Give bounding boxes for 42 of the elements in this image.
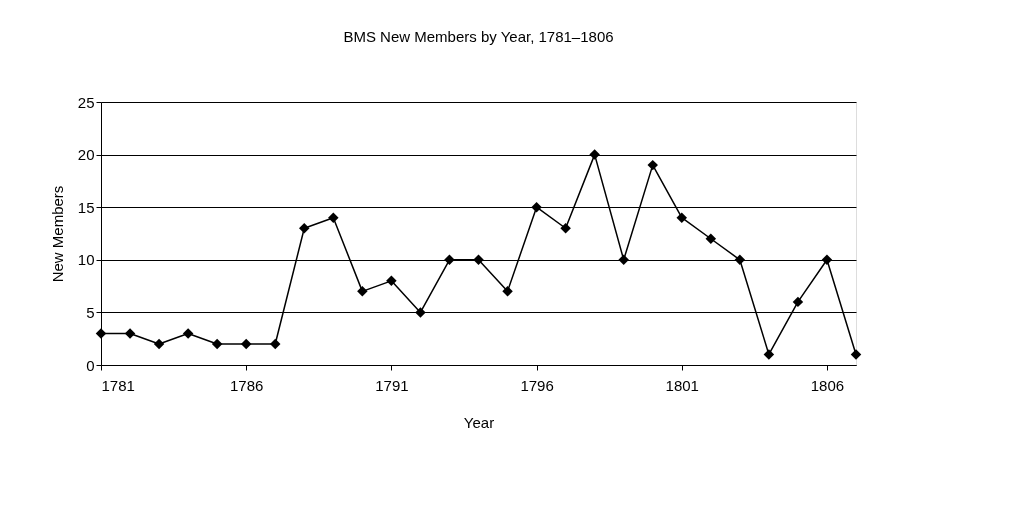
y-tick-label: 20 bbox=[77, 146, 95, 164]
point bbox=[589, 149, 600, 160]
point bbox=[299, 223, 310, 234]
x-tick-label: 1796 bbox=[520, 376, 554, 394]
chart-title: BMS New Members by Year, 1781–1806 bbox=[343, 28, 614, 45]
point bbox=[444, 254, 455, 266]
point bbox=[763, 349, 775, 360]
point bbox=[676, 212, 688, 223]
point bbox=[560, 223, 571, 234]
x-tick-label: 1806 bbox=[810, 376, 845, 394]
point bbox=[734, 254, 746, 266]
point bbox=[792, 296, 804, 308]
point bbox=[211, 338, 223, 350]
y-tick-label: 25 bbox=[77, 93, 95, 111]
point bbox=[153, 338, 165, 350]
point bbox=[328, 212, 339, 223]
point bbox=[821, 254, 833, 266]
point bbox=[502, 286, 513, 297]
point bbox=[647, 159, 658, 171]
point bbox=[386, 275, 397, 287]
point bbox=[269, 338, 281, 350]
y-axis-title: New Members bbox=[48, 185, 66, 283]
x-tick-label: 1786 bbox=[230, 376, 264, 394]
point bbox=[240, 338, 252, 350]
point bbox=[473, 254, 484, 266]
point bbox=[124, 328, 136, 339]
x-tick-label: 1801 bbox=[665, 376, 699, 394]
point bbox=[182, 328, 194, 339]
y-tick-label: 5 bbox=[86, 303, 95, 321]
x-tick-label: 1791 bbox=[375, 376, 409, 394]
point bbox=[531, 201, 542, 213]
point bbox=[850, 349, 862, 360]
x-tick-label: 1781 bbox=[101, 376, 135, 394]
y-tick-label: 15 bbox=[77, 198, 95, 216]
x-axis-title: Year bbox=[463, 413, 495, 431]
y-tick-label: 10 bbox=[77, 251, 95, 269]
point bbox=[95, 328, 107, 339]
point bbox=[705, 233, 717, 244]
point bbox=[357, 286, 368, 297]
point bbox=[415, 307, 426, 318]
point bbox=[618, 254, 629, 266]
y-tick-label: 0 bbox=[86, 356, 95, 374]
